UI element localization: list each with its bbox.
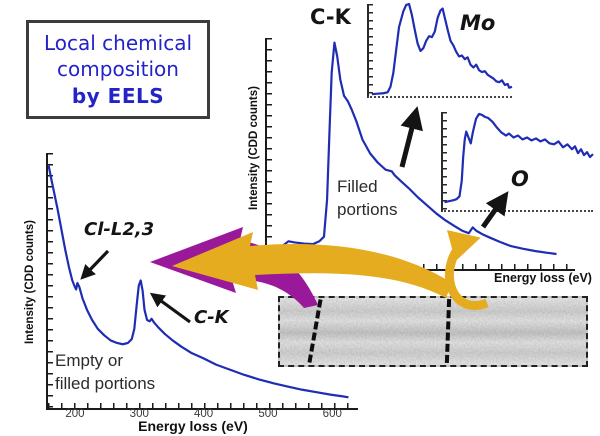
empty-caption-line-2: filled portions [55,373,156,393]
left-spectrum-curve [48,153,358,408]
left-spectrum-plot [46,153,358,410]
tem-noise-texture [280,298,586,365]
left-plot-y-axis-label: Intensity (CDD counts) [24,220,36,344]
center-plot-y-axis-label: Intensity (CDD counts) [248,86,260,210]
o-inset-plot [441,112,593,212]
left-plot-x-ticks [48,403,358,408]
mo-inset-plot [367,4,512,98]
empty-or-filled-caption: Empty or filled portions [55,350,155,395]
tem-layer-bands [280,298,586,365]
o-element-label: O [511,167,529,191]
filled-portions-caption: Filled portions [337,176,397,221]
left-plot-y-ticks [48,153,53,408]
center-plot-x-axis-label: Energy loss (eV) [494,271,592,285]
o-inset-y-ticks [443,112,447,210]
o-edge-inset-spectrum-polyline [445,114,594,202]
x-tick-label-500: 500 [258,408,278,420]
left-plot-x-tick-labels: 200 300 400 500 600 [46,408,358,422]
title-line-2: composition [57,57,179,82]
mo-element-label: Mo [460,11,496,35]
x-tick-label-600: 600 [322,408,342,420]
empty-or-filled-portions-eels-spectrum-polyline [49,166,349,398]
filled-caption-line-1: Filled [337,177,378,196]
ck-edge-label-top: C-K [310,5,351,29]
title-line-1: Local chemical [43,30,193,55]
mo-edge-inset-spectrum-polyline [372,4,512,94]
left-plot-x-axis-label: Energy loss (eV) [138,418,248,434]
x-tick-label-200: 200 [65,408,85,420]
center-plot-y-ticks [267,38,272,269]
o-inset-curve [443,112,593,210]
cl-l23-edge-label: Cl-L2,3 [84,219,155,240]
ck-edge-label-left: C-K [194,307,229,328]
mo-inset-curve [369,4,512,96]
x-tick-label-400: 400 [194,408,214,420]
filled-caption-line-2: portions [337,199,398,219]
title-line-3: by EELS [71,83,165,108]
tem-micrograph [278,296,588,367]
empty-caption-line-1: Empty or [55,351,124,370]
x-tick-label-300: 300 [129,408,149,420]
mo-inset-y-ticks [369,4,373,96]
title-box: Local chemical composition by EELS [26,20,210,119]
